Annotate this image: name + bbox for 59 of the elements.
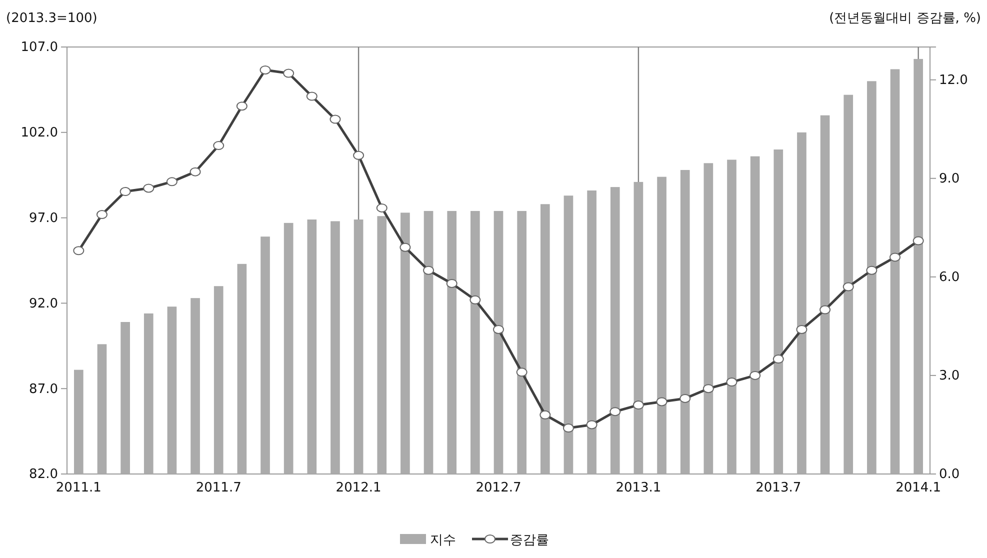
point	[702, 384, 714, 394]
point	[353, 150, 364, 160]
y-tick-label: 82.0	[29, 467, 58, 482]
point	[190, 167, 201, 176]
point	[166, 177, 178, 186]
y2-tick-label: 0.0	[939, 467, 960, 482]
point	[306, 92, 318, 101]
x-tick-label: 2013.7	[756, 480, 802, 496]
point	[680, 394, 691, 403]
y2-tick-label: 9.0	[939, 172, 960, 187]
y-tick-label: 92.0	[29, 296, 58, 312]
y-tick-label: 102.0	[20, 126, 58, 141]
point	[890, 252, 901, 262]
point	[866, 266, 878, 275]
point	[120, 187, 131, 196]
point	[656, 397, 668, 406]
x-tick-label: 2013.1	[616, 480, 662, 496]
point	[423, 266, 434, 275]
point	[493, 324, 504, 334]
point	[796, 324, 808, 334]
point	[400, 242, 411, 252]
point	[143, 184, 154, 193]
y-tick-label: 107.0	[20, 40, 58, 56]
point	[610, 407, 621, 416]
x-tick-label: 2012.7	[476, 480, 522, 496]
point	[283, 68, 294, 78]
y-tick-label: 87.0	[29, 382, 58, 397]
point	[726, 378, 738, 387]
point	[772, 354, 784, 364]
point	[540, 410, 551, 420]
legend-label: 지수	[430, 533, 456, 548]
point	[73, 246, 84, 256]
y-axis-title: (2013.3=100)	[6, 11, 98, 26]
y-tick-label: 97.0	[29, 210, 58, 226]
point	[820, 305, 831, 314]
x-tick-label: 2011.7	[196, 480, 242, 496]
point	[260, 65, 271, 74]
point	[330, 114, 341, 124]
point	[562, 424, 574, 433]
point	[470, 295, 481, 304]
x-tick-label: 2012.1	[336, 480, 382, 496]
point	[632, 400, 644, 410]
point	[912, 236, 924, 246]
y2-tick-label: 12.0	[939, 73, 968, 88]
legend-label: 증감률	[510, 533, 549, 548]
x-tick-label: 2014.1	[896, 480, 942, 496]
point	[516, 368, 528, 377]
point	[750, 370, 761, 380]
point	[236, 102, 248, 111]
point	[586, 420, 598, 430]
y2-axis-title: (전년동월대비 증감률, %)	[829, 11, 981, 26]
point	[376, 203, 388, 212]
point	[96, 210, 108, 220]
y2-tick-label: 6.0	[939, 270, 960, 286]
point	[842, 282, 854, 292]
point	[446, 278, 458, 288]
y2-tick-label: 3.0	[939, 368, 960, 384]
point	[213, 141, 224, 150]
x-tick-label: 2011.1	[56, 480, 102, 496]
